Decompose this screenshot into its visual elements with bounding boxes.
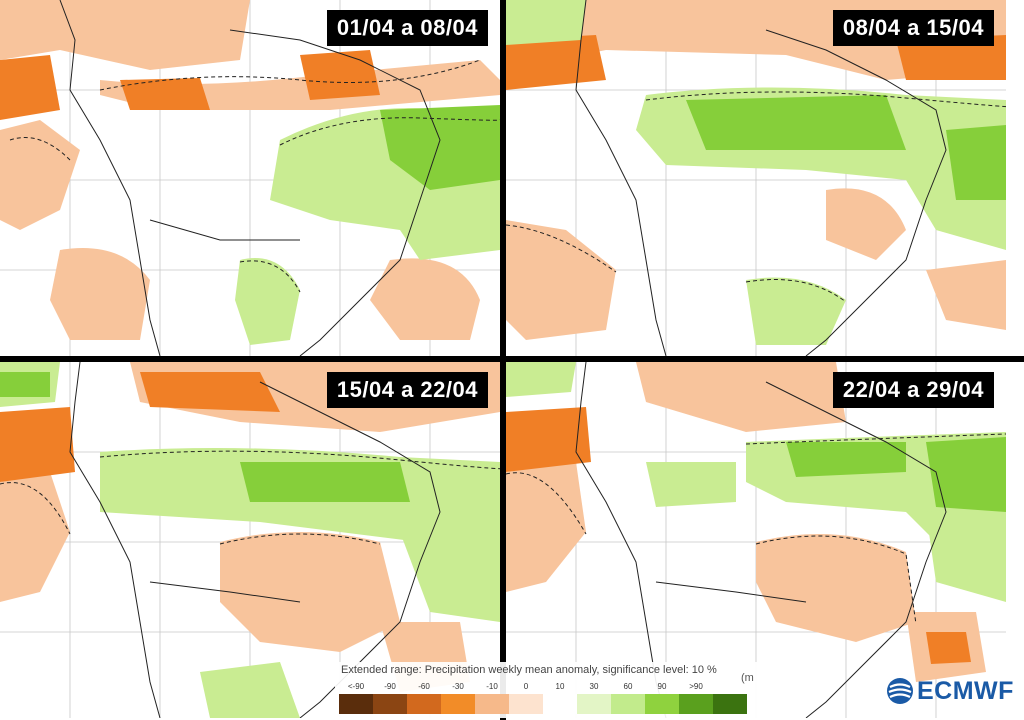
anomaly-map-4	[506, 362, 1006, 718]
wet-strong-areas	[786, 437, 1006, 512]
anomaly-map-2	[506, 0, 1006, 356]
legend-swatch	[645, 694, 679, 714]
dry-anomaly-areas	[506, 362, 986, 682]
legend-tick-label: -60	[418, 682, 430, 691]
legend-tick-label: -30	[452, 682, 464, 691]
legend-swatch	[373, 694, 407, 714]
legend-tick-label: 0	[523, 682, 529, 691]
period-label: 22/04 a 29/04	[832, 372, 994, 408]
significance-contours	[506, 91, 1006, 303]
map-panel-week-2: 08/04 a 15/04	[506, 0, 1006, 356]
legend-swatch	[577, 694, 611, 714]
wet-strong-areas	[380, 105, 500, 190]
ecmwf-logo-text: ECMWF	[917, 676, 1014, 705]
coastline	[59, 0, 441, 356]
legend-swatch	[339, 694, 373, 714]
legend-tick-label: -10	[486, 682, 498, 691]
significance-contours	[506, 433, 1006, 625]
legend-tick-label: >90	[689, 682, 703, 691]
legend-swatch	[407, 694, 441, 714]
map-panel-week-3: 15/04 a 22/04	[0, 362, 500, 718]
dry-strong-areas	[0, 50, 380, 120]
legend-tick-label: 10	[555, 682, 565, 691]
legend-swatch	[543, 694, 577, 714]
map-panel-week-1: 01/04 a 08/04	[0, 0, 500, 356]
ecmwf-logo-icon	[887, 678, 913, 704]
legend-color-bar	[339, 694, 747, 714]
legend-unit: (m	[741, 672, 754, 684]
dry-strong-areas	[506, 35, 1006, 90]
period-label: 15/04 a 22/04	[326, 372, 488, 408]
significance-contours	[0, 450, 500, 545]
legend-tick-label: -90	[384, 682, 396, 691]
coastline	[575, 0, 947, 356]
legend-swatch	[509, 694, 543, 714]
horizontal-divider	[0, 356, 1024, 362]
dry-anomaly-areas	[0, 0, 500, 340]
anomaly-map-1	[0, 0, 500, 356]
legend-swatch	[713, 694, 747, 714]
legend-tick-label: 30	[589, 682, 599, 691]
ecmwf-logo: ECMWF	[885, 676, 1014, 706]
period-label: 08/04 a 15/04	[832, 10, 994, 46]
dry-strong-areas	[0, 372, 280, 482]
legend-swatch	[679, 694, 713, 714]
wet-strong-areas	[0, 372, 410, 502]
legend-ticks: <-90 -90 -60 -30 -10 0 10 30 60 90 >90	[335, 682, 765, 694]
map-panel-week-4: 22/04 a 29/04	[506, 362, 1006, 718]
dry-strong-areas	[506, 407, 971, 664]
legend-tick-label: 60	[623, 682, 633, 691]
legend-swatch	[475, 694, 509, 714]
period-label: 01/04 a 08/04	[326, 10, 488, 46]
legend-swatch	[441, 694, 475, 714]
significance-contours	[9, 59, 500, 293]
color-legend: Extended range: Precipitation weekly mea…	[335, 662, 765, 718]
legend-title: Extended range: Precipitation weekly mea…	[341, 664, 717, 676]
legend-tick-label: 90	[657, 682, 667, 691]
legend-tick-label: <-90	[347, 682, 365, 691]
legend-swatch	[611, 694, 645, 714]
wet-strong-areas	[686, 95, 1006, 200]
